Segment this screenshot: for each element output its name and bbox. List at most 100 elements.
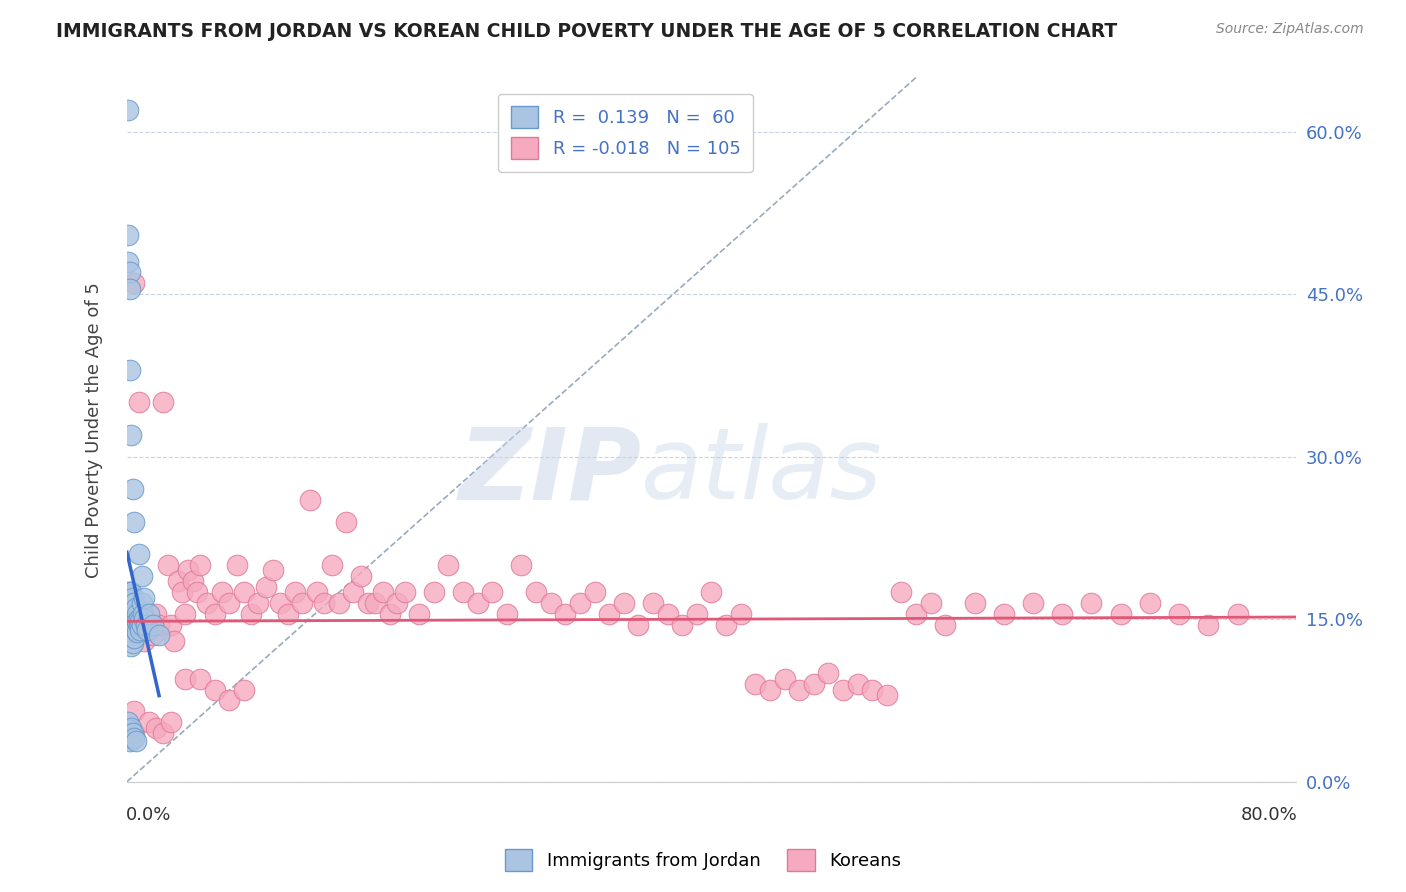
Point <box>118 607 141 621</box>
Point <box>152 726 174 740</box>
Point <box>305 585 328 599</box>
Point <box>481 585 503 599</box>
Point <box>357 596 380 610</box>
Point <box>568 596 591 610</box>
Point <box>120 640 142 654</box>
Point <box>125 612 148 626</box>
Point <box>1080 596 1102 610</box>
Point <box>860 682 883 697</box>
Point <box>120 607 142 621</box>
Point <box>121 726 143 740</box>
Point <box>321 558 343 572</box>
Point <box>364 596 387 610</box>
Point <box>905 607 928 621</box>
Point <box>136 623 159 637</box>
Point <box>121 482 143 496</box>
Point <box>195 596 218 610</box>
Point <box>128 547 150 561</box>
Text: ZIP: ZIP <box>458 424 641 520</box>
Legend: Immigrants from Jordan, Koreans: Immigrants from Jordan, Koreans <box>498 842 908 879</box>
Point <box>700 585 723 599</box>
Point <box>128 612 150 626</box>
Point <box>254 580 277 594</box>
Point <box>1168 607 1191 621</box>
Point <box>232 682 254 697</box>
Point <box>846 677 869 691</box>
Point <box>125 623 148 637</box>
Point <box>120 721 142 735</box>
Point <box>131 596 153 610</box>
Point <box>437 558 460 572</box>
Point <box>127 615 149 629</box>
Point <box>993 607 1015 621</box>
Point <box>204 607 226 621</box>
Point <box>174 672 197 686</box>
Point <box>120 585 142 599</box>
Point <box>540 596 562 610</box>
Point <box>163 633 186 648</box>
Point <box>159 617 181 632</box>
Point <box>1050 607 1073 621</box>
Point <box>118 363 141 377</box>
Y-axis label: Child Poverty Under the Age of 5: Child Poverty Under the Age of 5 <box>86 282 103 577</box>
Point <box>714 617 737 632</box>
Point <box>121 625 143 640</box>
Point <box>131 617 153 632</box>
Point <box>121 591 143 605</box>
Point <box>134 612 156 626</box>
Point <box>314 596 336 610</box>
Point <box>148 628 170 642</box>
Point <box>269 596 291 610</box>
Point <box>387 596 409 610</box>
Point <box>181 574 204 589</box>
Point <box>118 723 141 737</box>
Text: 80.0%: 80.0% <box>1240 806 1298 824</box>
Point <box>671 617 693 632</box>
Point <box>127 607 149 621</box>
Point <box>657 607 679 621</box>
Point <box>1109 607 1132 621</box>
Point <box>122 277 145 291</box>
Point <box>934 617 956 632</box>
Text: 0.0%: 0.0% <box>125 806 172 824</box>
Point <box>138 623 160 637</box>
Point <box>174 607 197 621</box>
Point <box>423 585 446 599</box>
Point <box>262 563 284 577</box>
Point <box>121 603 143 617</box>
Point <box>122 515 145 529</box>
Point <box>298 493 321 508</box>
Point <box>118 615 141 629</box>
Point <box>218 596 240 610</box>
Legend: R =  0.139   N =  60, R = -0.018   N = 105: R = 0.139 N = 60, R = -0.018 N = 105 <box>498 94 754 172</box>
Point <box>120 617 142 632</box>
Point <box>890 585 912 599</box>
Point <box>186 585 208 599</box>
Point <box>122 596 145 610</box>
Point <box>117 103 139 117</box>
Point <box>378 607 401 621</box>
Point <box>172 585 194 599</box>
Point <box>122 731 145 746</box>
Point <box>122 607 145 621</box>
Point <box>277 607 299 621</box>
Point <box>1226 607 1249 621</box>
Point <box>627 617 650 632</box>
Point <box>218 693 240 707</box>
Point <box>335 515 357 529</box>
Point <box>963 596 986 610</box>
Point <box>524 585 547 599</box>
Point <box>876 688 898 702</box>
Point <box>142 617 165 632</box>
Point <box>167 574 190 589</box>
Point <box>759 682 782 697</box>
Point <box>188 672 211 686</box>
Point <box>138 715 160 730</box>
Point <box>225 558 247 572</box>
Point <box>510 558 533 572</box>
Point <box>129 623 152 637</box>
Point <box>371 585 394 599</box>
Point <box>127 625 149 640</box>
Point <box>232 585 254 599</box>
Point <box>342 585 364 599</box>
